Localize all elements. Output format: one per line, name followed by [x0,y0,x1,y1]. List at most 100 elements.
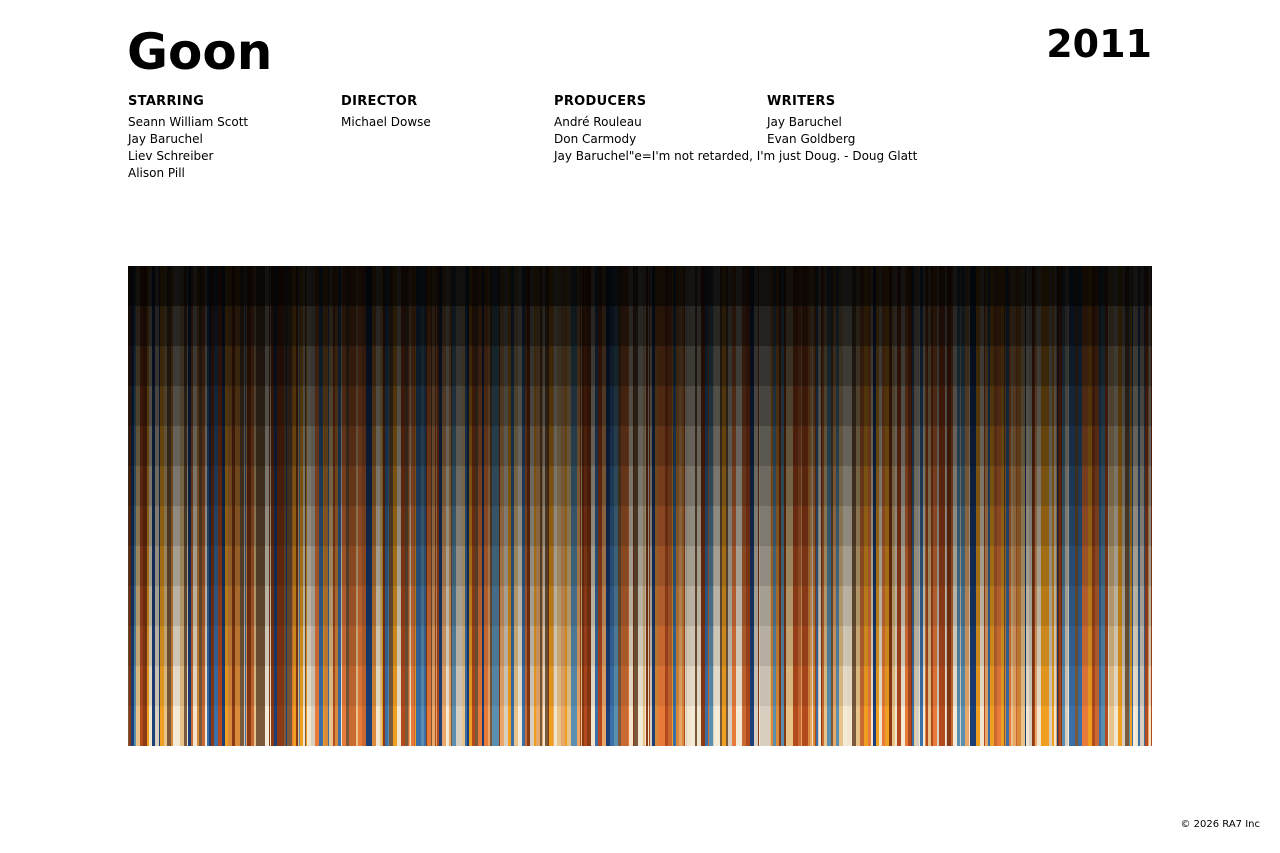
barcode-stripe [976,266,980,746]
crew-heading: PRODUCERS [554,94,647,109]
barcode-stripe [1130,266,1132,746]
barcode-stripe [974,266,976,746]
barcode-stripe [488,266,490,746]
barcode-stripe [372,266,376,746]
barcode-stripe [417,266,421,746]
barcode-stripe [288,266,291,746]
barcode-stripe [536,266,540,746]
barcode-stripe [709,266,713,746]
barcode-shade [128,466,1152,506]
barcode-stripe [810,266,812,746]
barcode-stripe [305,266,306,746]
barcode-stripe [482,266,484,746]
barcode-stripe [431,266,432,746]
barcode-stripe [534,266,536,746]
barcode-stripe [697,266,701,746]
barcode-stripe [763,266,766,746]
barcode-stripe [1145,266,1148,746]
barcode-stripe [131,266,134,746]
movie-barcode [128,266,1152,746]
barcode-stripe [424,266,426,746]
barcode-stripe [808,266,810,746]
barcode-stripe [920,266,923,746]
barcode-stripe [1032,266,1034,746]
barcode-stripe [492,266,495,746]
barcode-stripe [1059,266,1061,746]
barcode-stripe [912,266,914,746]
barcode-stripe [673,266,676,746]
barcode-stripe [1005,266,1006,746]
barcode-stripe [779,266,781,746]
barcode-stripe [366,266,369,746]
barcode-stripe [235,266,238,746]
barcode-stripe [760,266,763,746]
barcode-shade [128,346,1152,386]
barcode-stripe [129,266,131,746]
barcode-stripe [646,266,648,746]
barcode-shade [128,306,1152,346]
barcode-stripe [889,266,892,746]
barcode-stripe [652,266,655,746]
barcode-stripe [306,266,307,746]
barcode-stripe [649,266,650,746]
barcode-stripe [376,266,380,746]
barcode-stripe [813,266,815,746]
barcode-stripe [300,266,303,746]
barcode-stripe [754,266,758,746]
barcode-stripe [393,266,397,746]
barcode-shade [128,386,1152,426]
barcode-stripe [1013,266,1016,746]
crew-column: WRITERS Jay Baruchel Evan Goldberg [767,93,980,148]
barcode-stripe [202,266,205,746]
barcode-stripe [525,266,527,746]
crew-name: Jay Baruchel [128,132,203,146]
crew-heading: DIRECTOR [341,94,418,109]
barcode-stripe [897,266,901,746]
barcode-stripe [188,266,191,746]
barcode-stripe [621,266,625,746]
barcode-stripe [171,266,173,746]
barcode-stripe [953,266,957,746]
barcode-stripe [415,266,416,746]
barcode-stripe [287,266,288,746]
barcode-stripe [1151,266,1152,746]
barcode-stripe [299,266,300,746]
barcode-stripe [1118,266,1122,746]
barcode-stripe [1061,266,1062,746]
barcode-stripe [581,266,582,746]
barcode-stripe [618,266,621,746]
barcode-stripe [1125,266,1129,746]
barcode-stripe [1065,266,1068,746]
barcode-stripe [254,266,256,746]
barcode-stripe [587,266,591,746]
barcode-stripe [923,266,925,746]
barcode-stripe [397,266,401,746]
crew-name: Seann William Scott [128,115,249,129]
barcode-stripe [557,266,561,746]
barcode-stripe [565,266,567,746]
barcode-stripe [824,266,827,746]
barcode-stripe [648,266,649,746]
crew-heading: WRITERS [767,94,836,109]
barcode-stripe [218,266,222,746]
barcode-stripe [382,266,383,746]
barcode-stripe [293,266,296,746]
barcode-stripe [1138,266,1140,746]
barcode-stripe [713,266,714,746]
barcode-stripe [324,266,328,746]
barcode-stripe [567,266,571,746]
barcode-stripe [155,266,159,746]
barcode-stripe [315,266,319,746]
barcode-stripe [274,266,277,746]
barcode-stripe [225,266,228,746]
barcode-stripe [152,266,155,746]
barcode-stripe [946,266,947,746]
barcode-stripe [994,266,997,746]
barcode-stripe [561,266,565,746]
footer: © 2026 RA7 Inc [1180,819,1260,830]
barcode-stripe [1035,266,1037,746]
barcode-stripe [209,266,211,746]
barcode-stripe [873,266,876,746]
crew-column: STARRING Seann William Scott Jay Baruchel L… [128,93,341,182]
